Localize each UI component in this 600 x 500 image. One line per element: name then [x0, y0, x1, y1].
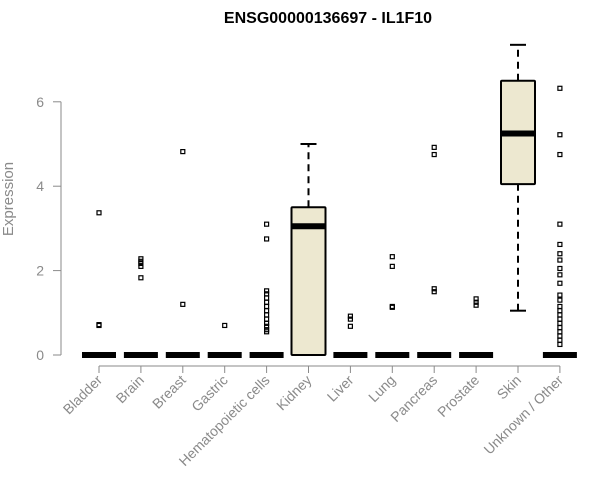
x-tick-label: Skin	[494, 372, 525, 403]
outlier-point	[557, 303, 563, 310]
outlier-point	[557, 221, 563, 227]
outlier-point	[557, 151, 563, 158]
x-tick-label: Unknown / Other	[480, 372, 566, 458]
outlier-point	[264, 288, 270, 294]
outlier-point	[389, 254, 395, 260]
outlier-point	[264, 221, 270, 227]
outlier-point	[431, 289, 437, 295]
x-tick-label: Prostate	[434, 372, 482, 420]
box-gastric	[207, 322, 242, 358]
x-tick-label: Liver	[324, 372, 357, 405]
box-body	[290, 206, 327, 356]
y-tick-label: 2	[36, 263, 44, 279]
outlier-point	[557, 316, 563, 322]
outlier-point	[222, 322, 228, 329]
y-tick-label: 4	[36, 178, 44, 194]
outlier-point	[557, 265, 563, 272]
outlier-point	[138, 275, 144, 281]
box-bladder	[82, 210, 116, 358]
box-unknown-other	[542, 85, 577, 358]
outlier-point	[96, 322, 102, 328]
outlier-point	[264, 312, 270, 318]
outlier-point	[96, 210, 102, 216]
outlier-point	[557, 85, 563, 91]
outlier-point	[264, 291, 270, 297]
outlier-point	[557, 312, 563, 318]
outlier-point	[138, 263, 144, 269]
y-axis: 0 2 4 6	[36, 94, 62, 363]
box-pancreas	[417, 144, 452, 358]
outlier-point	[557, 257, 563, 263]
outlier-point	[347, 316, 353, 322]
x-tick-label: Bladder	[60, 372, 106, 418]
outlier-point	[557, 132, 563, 138]
outlier-point	[180, 301, 186, 307]
outlier-point	[431, 151, 437, 158]
outlier-point	[557, 333, 563, 339]
chart-title: ENSG00000136697 - IL1F10	[224, 10, 432, 27]
x-tick-label: Lung	[365, 372, 398, 405]
x-tick-label: Pancreas	[387, 372, 440, 425]
box-kidney	[290, 143, 327, 356]
outlier-point	[557, 297, 563, 303]
x-tick-label: Kidney	[273, 372, 315, 414]
outlier-point	[264, 323, 270, 329]
outlier-point	[264, 299, 270, 305]
box-breast	[165, 148, 200, 358]
box-skin	[500, 43, 536, 312]
outlier-point	[389, 303, 395, 310]
box-series	[82, 43, 577, 358]
outlier-point	[557, 341, 563, 348]
outlier-point	[557, 320, 563, 326]
outlier-point	[264, 308, 270, 314]
outlier-point	[389, 263, 395, 269]
box-lung	[375, 254, 410, 358]
outlier-point	[473, 302, 479, 308]
outlier-point	[557, 324, 563, 331]
outlier-point	[264, 295, 270, 301]
outlier-point	[264, 316, 270, 322]
x-tick-label: Brain	[113, 372, 147, 406]
outlier-point	[557, 280, 563, 286]
box-liver	[333, 313, 368, 358]
box-hematopoietic-cells	[249, 221, 284, 358]
outlier-point	[431, 286, 437, 292]
box-prostate	[459, 296, 494, 358]
outlier-point	[557, 329, 563, 335]
outlier-point	[557, 308, 563, 314]
y-tick-label: 0	[36, 347, 44, 363]
x-tick-label: Breast	[149, 372, 189, 412]
outlier-point	[557, 272, 563, 278]
y-axis-label: Expression	[0, 162, 17, 236]
outlier-point	[347, 323, 353, 329]
box-brain	[123, 256, 158, 358]
outlier-point	[264, 327, 270, 333]
outlier-point	[264, 236, 270, 242]
outlier-point	[347, 313, 353, 319]
outlier-point	[557, 241, 563, 248]
outlier-point	[431, 144, 437, 150]
outlier-point	[557, 337, 563, 343]
outlier-point	[138, 256, 144, 262]
outlier-point	[264, 303, 270, 310]
outlier-point	[557, 251, 563, 257]
outlier-point	[473, 296, 479, 302]
y-tick-label: 6	[36, 94, 44, 110]
outlier-point	[557, 292, 563, 298]
outlier-point	[473, 299, 479, 305]
outlier-point	[180, 148, 186, 155]
